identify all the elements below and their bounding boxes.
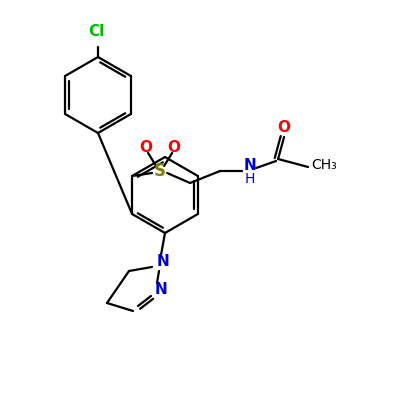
Text: Cl: Cl <box>88 24 104 39</box>
Text: H: H <box>245 172 255 186</box>
Text: N: N <box>157 254 169 268</box>
Text: N: N <box>155 282 167 296</box>
Text: O: O <box>278 120 290 134</box>
Text: N: N <box>244 158 256 172</box>
Text: S: S <box>154 162 166 180</box>
Text: O: O <box>140 140 152 154</box>
Text: CH₃: CH₃ <box>311 158 337 172</box>
Text: O: O <box>168 140 180 154</box>
